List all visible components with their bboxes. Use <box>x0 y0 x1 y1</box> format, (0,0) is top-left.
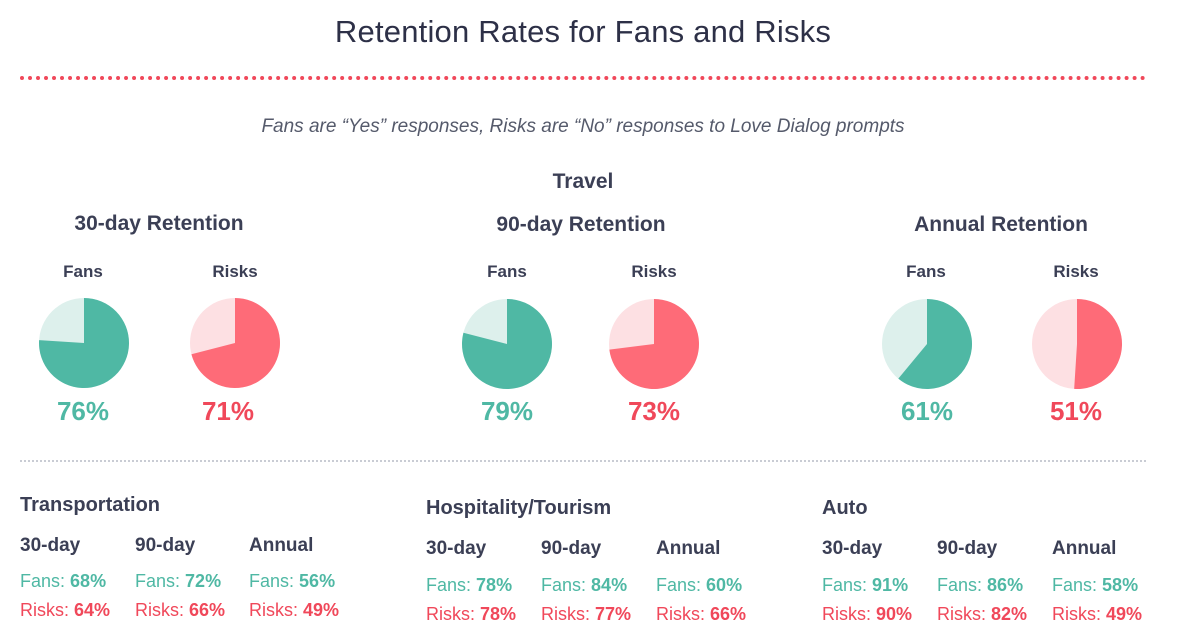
column-head-90day: 90-day <box>135 535 196 556</box>
pie-label-risks: Risks <box>1053 262 1099 281</box>
stat-risks: Risks: 66% <box>135 600 226 620</box>
fans-pie-value-slice <box>461 299 552 389</box>
industry-title-hospitality: Hospitality/Tourism <box>426 497 612 519</box>
stat-risks: Risks: 64% <box>20 600 111 620</box>
column-head-annual: Annual <box>249 535 314 556</box>
pct-90day-risks: 73% <box>627 396 681 426</box>
section-title-travel: Travel <box>552 170 614 193</box>
risks-pie-value-slice <box>191 298 280 388</box>
subtitle: Fans are “Yes” responses, Risks are “No”… <box>261 116 905 137</box>
industry-title-auto: Auto <box>822 497 868 519</box>
pie-chart-30day-fans <box>39 298 130 388</box>
industry-title-transportation: Transportation <box>20 494 161 516</box>
stat-fans: Fans: 58% <box>1052 575 1139 595</box>
pie-chart-30day-risks <box>190 298 280 388</box>
column-head-30day: 30-day <box>426 538 487 559</box>
pie-label-fans: Fans <box>487 262 527 281</box>
fans-pie-value-slice <box>898 299 973 389</box>
column-head-30day: 30-day <box>822 538 883 559</box>
stat-risks: Risks: 66% <box>656 604 747 624</box>
pct-annual-risks: 51% <box>1049 396 1103 426</box>
stat-risks: Risks: 77% <box>541 604 632 624</box>
pie-label-risks: Risks <box>212 262 258 281</box>
pie-chart-annual-fans <box>882 299 973 389</box>
title-divider <box>20 76 1146 80</box>
pie-chart-90day-risks <box>609 299 699 389</box>
column-head-annual: Annual <box>1052 538 1117 559</box>
stat-fans: Fans: 86% <box>937 575 1024 595</box>
stat-fans: Fans: 91% <box>822 575 909 595</box>
column-head-annual: Annual <box>656 538 721 559</box>
section-divider <box>20 460 1146 462</box>
pie-label-risks: Risks <box>631 262 677 281</box>
pct-annual-fans: 61% <box>900 396 954 426</box>
period-title-annual: Annual Retention <box>914 213 1088 236</box>
stat-fans: Fans: 84% <box>541 575 628 595</box>
pie-chart-annual-risks <box>1032 299 1123 389</box>
pct-90day-fans: 79% <box>480 396 534 426</box>
pie-label-fans: Fans <box>63 262 103 281</box>
stat-risks: Risks: 49% <box>1052 604 1143 624</box>
pie-chart-90day-fans <box>461 299 552 389</box>
stat-fans: Fans: 60% <box>656 575 743 595</box>
stat-risks: Risks: 90% <box>822 604 913 624</box>
column-head-90day: 90-day <box>541 538 602 559</box>
stat-risks: Risks: 78% <box>426 604 517 624</box>
period-title-90day: 90-day Retention <box>496 213 666 236</box>
pct-30day-fans: 76% <box>56 396 110 426</box>
risks-pie-value-slice <box>1074 299 1123 389</box>
page-title: Retention Rates for Fans and Risks <box>334 14 832 49</box>
stat-fans: Fans: 72% <box>135 571 222 591</box>
stat-risks: Risks: 49% <box>249 600 340 620</box>
fans-pie-value-slice <box>39 298 130 388</box>
period-title-30day: 30-day Retention <box>74 212 244 235</box>
column-head-30day: 30-day <box>20 535 81 556</box>
column-head-90day: 90-day <box>937 538 998 559</box>
stat-fans: Fans: 78% <box>426 575 513 595</box>
stat-fans: Fans: 68% <box>20 571 107 591</box>
stat-risks: Risks: 82% <box>937 604 1028 624</box>
pct-30day-risks: 71% <box>201 396 255 426</box>
pie-label-fans: Fans <box>906 262 946 281</box>
risks-pie-value-slice <box>609 299 699 389</box>
stat-fans: Fans: 56% <box>249 571 336 591</box>
